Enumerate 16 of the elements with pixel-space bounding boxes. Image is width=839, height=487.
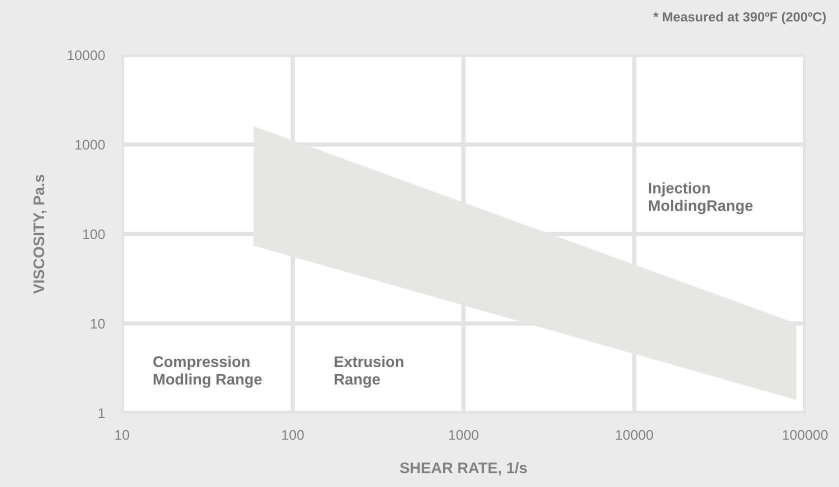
x-tick-label: 100: [282, 430, 304, 440]
y-tick-label: 10: [90, 318, 105, 329]
x-tick-label: 1000: [449, 430, 478, 440]
annotation: Compression Modling Range: [153, 356, 262, 388]
x-axis-title: SHEAR RATE, 1/s: [400, 462, 527, 476]
y-tick-label: 100: [83, 229, 105, 240]
y-tick-label: 1: [98, 408, 105, 418]
annotation: Injection MoldingRange: [648, 182, 753, 214]
annotation: Extrusion Range: [334, 356, 404, 388]
x-tick-label: 100000: [782, 430, 828, 440]
y-tick-label: 10000: [68, 50, 105, 60]
x-tick-label: 10: [115, 430, 130, 440]
y-tick-label: 1000: [76, 140, 105, 150]
x-tick-label: 10000: [616, 430, 654, 440]
y-axis-title: VISCOSITY, Pa.s: [33, 174, 46, 294]
text: * Measured at 390ºF (200ºC): [653, 12, 826, 24]
